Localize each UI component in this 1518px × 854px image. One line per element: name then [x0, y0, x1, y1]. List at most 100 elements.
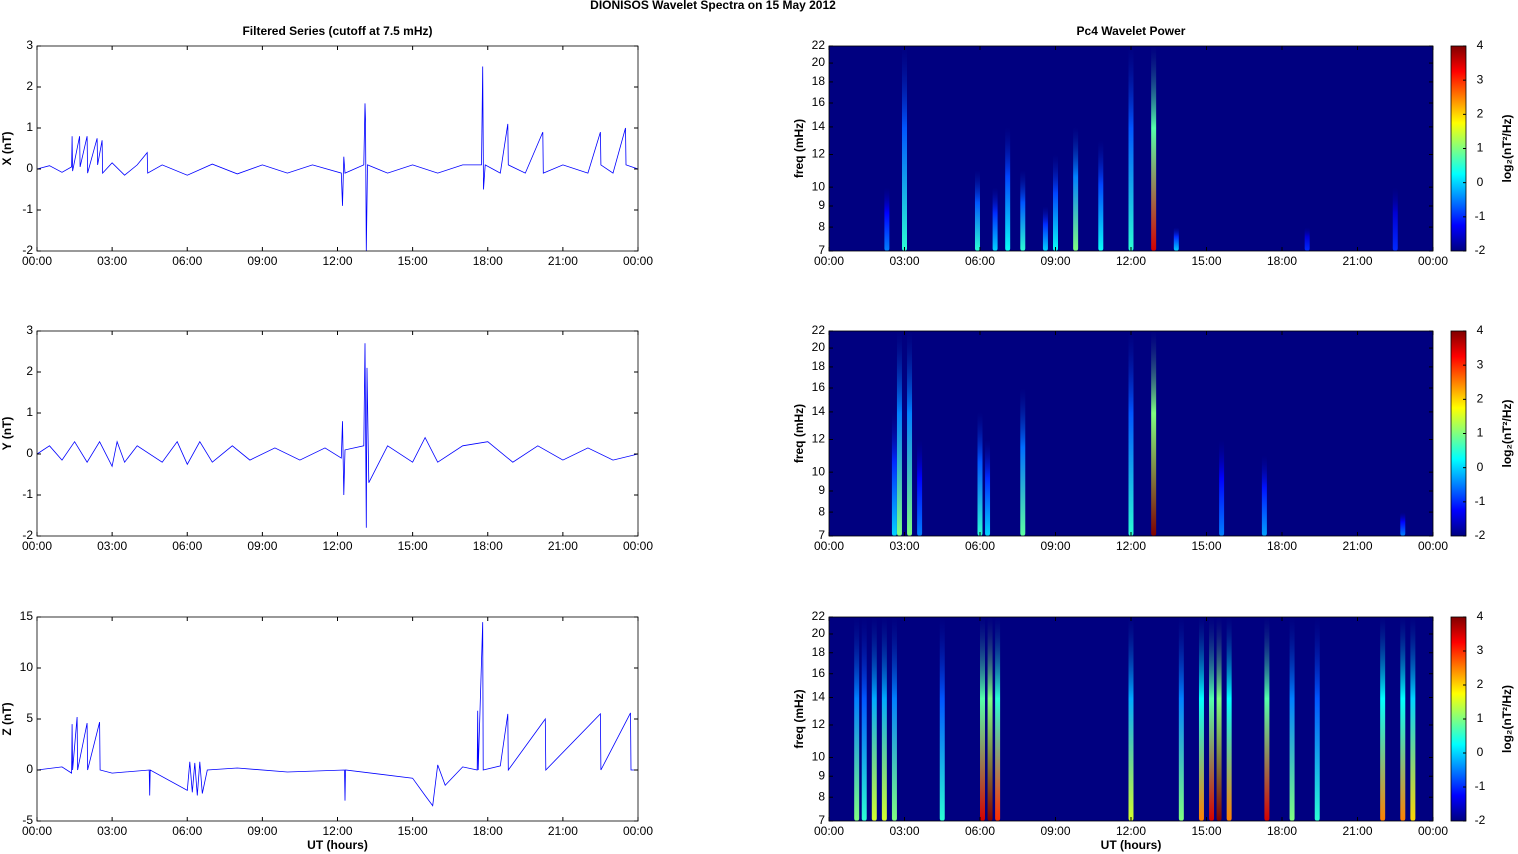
x-tick-label: 06:00 — [965, 539, 995, 553]
colorbar-label: log₂(nT²/Hz) — [1500, 400, 1514, 468]
y-axis-label: freq (mHz) — [792, 119, 806, 178]
x-tick-label: 12:00 — [322, 824, 352, 838]
power-streak — [1020, 388, 1026, 536]
y-tick-label: 15 — [20, 609, 34, 623]
y-tick-label: -2 — [22, 528, 33, 542]
colorbar-tick-label: -2 — [1475, 528, 1486, 542]
x-tick-label: 03:00 — [97, 824, 127, 838]
x-tick-label: 21:00 — [548, 254, 578, 268]
power-streak — [891, 617, 897, 821]
y-tick-label: 14 — [812, 404, 826, 418]
colorbar-label: log₂(nT²/Hz) — [1500, 685, 1514, 753]
y-tick-label: 3 — [26, 323, 33, 337]
x-tick-label: 18:00 — [473, 254, 503, 268]
power-streak — [1264, 617, 1270, 821]
power-streak — [939, 617, 945, 821]
power-streak — [1304, 227, 1310, 251]
x-axis-label: UT (hours) — [1101, 838, 1162, 852]
x-tick-label: 21:00 — [1342, 539, 1372, 553]
power-streak — [1219, 439, 1225, 536]
plot-background — [37, 617, 638, 821]
y-tick-label: 10 — [812, 179, 826, 193]
y-tick-label: 22 — [812, 38, 826, 52]
power-streak — [1053, 154, 1058, 251]
x-tick-label: 06:00 — [965, 254, 995, 268]
x-tick-label: 21:00 — [1342, 824, 1372, 838]
power-streak — [1098, 140, 1104, 251]
power-streak — [881, 617, 887, 821]
power-streak — [1005, 126, 1011, 251]
colorbar-tick-label: -1 — [1475, 209, 1486, 223]
y-tick-label: 9 — [818, 198, 825, 212]
colorbar-tick-label: -1 — [1475, 494, 1486, 508]
x-tick-label: 18:00 — [1267, 539, 1297, 553]
x-tick-label: 15:00 — [398, 539, 428, 553]
colorbar-label: log₂(nT²/Hz) — [1500, 115, 1514, 183]
y-tick-label: 8 — [818, 219, 825, 233]
power-streak — [1128, 331, 1134, 536]
x-tick-label: 21:00 — [548, 539, 578, 553]
x-tick-label: 09:00 — [1040, 254, 1070, 268]
power-streak — [854, 617, 860, 821]
x-tick-label: 09:00 — [247, 539, 277, 553]
y-tick-label: 0 — [26, 161, 33, 175]
x-tick-label: 12:00 — [1116, 539, 1146, 553]
power-streak — [1020, 170, 1026, 251]
x-tick-label: 12:00 — [1116, 824, 1146, 838]
power-streak — [974, 170, 980, 251]
y-tick-label: 20 — [812, 55, 826, 69]
y-tick-label: 1 — [26, 405, 33, 419]
y-tick-label: 0 — [26, 762, 33, 776]
x-tick-label: 09:00 — [247, 824, 277, 838]
y-tick-label: 10 — [20, 660, 34, 674]
power-streak — [1314, 617, 1320, 821]
x-tick-label: 12:00 — [322, 254, 352, 268]
x-tick-label: 03:00 — [889, 824, 919, 838]
x-tick-label: 09:00 — [1040, 539, 1070, 553]
power-streak — [977, 411, 983, 536]
x-tick-label: 21:00 — [548, 824, 578, 838]
x-tick-label: 18:00 — [1267, 254, 1297, 268]
y-tick-label: 7 — [818, 813, 825, 827]
y-tick-label: 14 — [812, 119, 826, 133]
x-tick-label: 06:00 — [172, 254, 202, 268]
y-tick-label: 2 — [26, 364, 33, 378]
colorbar-tick-label: 0 — [1477, 175, 1484, 189]
power-streak — [1178, 617, 1184, 821]
colorbar-tick-label: 0 — [1477, 460, 1484, 474]
y-tick-label: 2 — [26, 79, 33, 93]
x-tick-label: 00:00 — [22, 539, 52, 553]
x-tick-label: 18:00 — [1267, 824, 1297, 838]
x-tick-label: 12:00 — [1116, 254, 1146, 268]
power-streak — [907, 331, 913, 536]
power-streak — [985, 439, 991, 536]
power-streak — [1261, 455, 1267, 536]
x-tick-label: 06:00 — [172, 824, 202, 838]
power-streak — [992, 187, 998, 251]
colorbar-tick-label: 1 — [1477, 711, 1484, 725]
x-tick-label: 03:00 — [889, 539, 919, 553]
x-tick-label: 12:00 — [322, 539, 352, 553]
line — [37, 343, 638, 528]
y-tick-label: 9 — [818, 483, 825, 497]
colorbar-tick-label: 3 — [1477, 72, 1484, 86]
power-streak — [902, 46, 907, 251]
colorbar-tick-label: 4 — [1477, 609, 1484, 623]
y-axis-label: Z (nT) — [0, 702, 14, 735]
x-tick-label: 00:00 — [1418, 824, 1448, 838]
plot-background — [37, 331, 638, 536]
colorbar-tick-label: 4 — [1477, 38, 1484, 52]
y-tick-label: 7 — [818, 243, 825, 257]
y-tick-label: 22 — [812, 323, 826, 337]
y-tick-label: 14 — [812, 690, 826, 704]
x-tick-label: 00:00 — [623, 539, 653, 553]
power-streak — [1400, 512, 1406, 536]
x-tick-label: 00:00 — [1418, 539, 1448, 553]
y-tick-label: 8 — [818, 504, 825, 518]
x-tick-label: 09:00 — [247, 254, 277, 268]
x-tick-label: 18:00 — [473, 824, 503, 838]
x-tick-label: 00:00 — [814, 824, 844, 838]
y-axis-label: freq (mHz) — [792, 404, 806, 463]
y-axis-label: freq (mHz) — [792, 689, 806, 748]
colorbar-tick-label: 1 — [1477, 141, 1484, 155]
